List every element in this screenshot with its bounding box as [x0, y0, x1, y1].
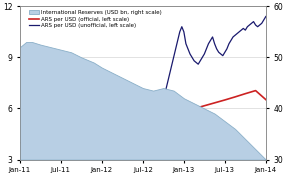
Legend: International Reserves (USD bn, right scale), ARS per USD (official, left scale): International Reserves (USD bn, right sc…: [28, 9, 163, 29]
